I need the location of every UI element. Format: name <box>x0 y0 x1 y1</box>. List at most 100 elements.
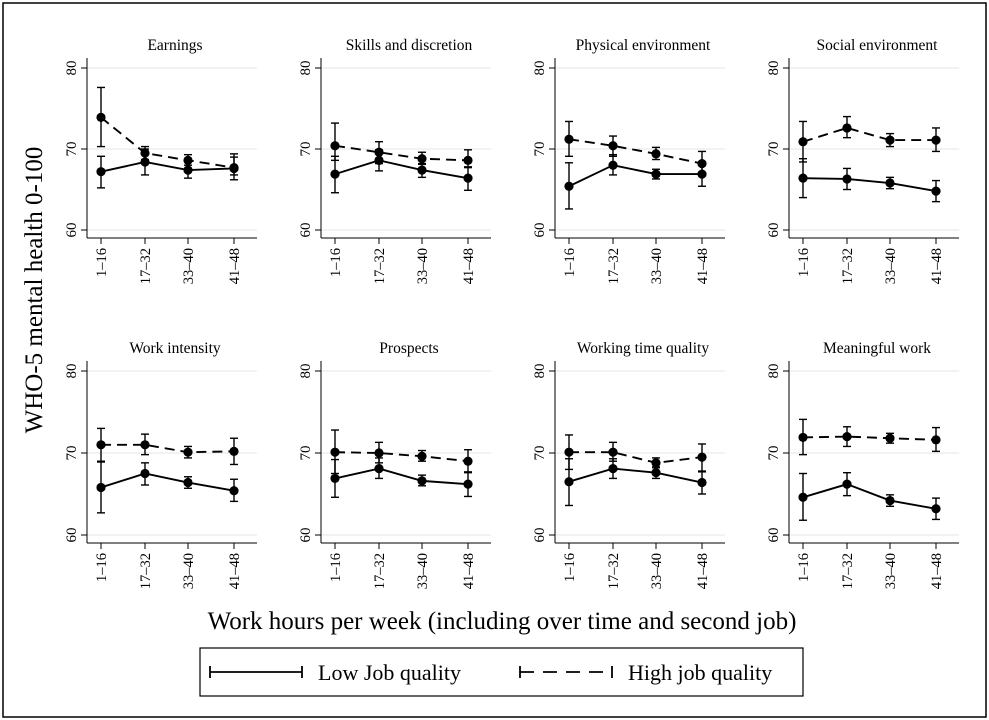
y-tick-label-70: 70 <box>766 142 782 157</box>
data-point <box>96 167 106 177</box>
legend-key-low <box>209 666 303 678</box>
series-low-job-quality <box>798 158 941 203</box>
data-point <box>140 440 150 450</box>
x-tick-label-33-40: 33–40 <box>181 248 197 284</box>
data-point <box>374 147 384 157</box>
x-tick-label-17-32: 17–32 <box>840 553 856 589</box>
x-tick-label-1-16: 1–16 <box>328 248 344 277</box>
data-point <box>330 473 340 484</box>
x-tick-label-17-32: 17–32 <box>606 248 622 284</box>
data-point <box>183 165 193 175</box>
panel-title-prospects: Prospects <box>379 340 438 357</box>
data-point <box>798 137 808 147</box>
x-tick-label-1-16: 1–16 <box>328 553 344 582</box>
series-line <box>334 451 469 463</box>
series-high-job-quality <box>330 429 473 475</box>
data-point <box>140 468 150 479</box>
series-line <box>802 126 936 143</box>
y-tick-label-60: 60 <box>64 223 80 238</box>
data-point <box>96 440 106 450</box>
data-point <box>842 432 852 442</box>
data-point <box>931 435 941 445</box>
x-tick-label-33-40: 33–40 <box>415 553 431 589</box>
x-tick-label-33-40: 33–40 <box>883 248 899 284</box>
series-line <box>569 451 703 464</box>
panel-prospects: Prospects 60 70 80 1–16 17–32 33–40 41–48 <box>298 340 491 589</box>
x-tick-label-17-32: 17–32 <box>138 553 154 589</box>
x-tick-label-33-40: 33–40 <box>415 248 431 284</box>
y-tick-label-80: 80 <box>64 364 80 379</box>
data-point <box>885 135 895 145</box>
data-point <box>697 477 707 488</box>
series-line <box>334 467 469 486</box>
series-high-job-quality <box>330 122 473 169</box>
data-point <box>183 477 193 488</box>
x-tick-label-1-16: 1–16 <box>796 553 812 582</box>
series-low-job-quality <box>96 461 239 514</box>
data-point <box>931 186 941 196</box>
data-point <box>564 134 574 144</box>
data-point <box>608 160 618 170</box>
x-tick-label-17-32: 17–32 <box>606 553 622 589</box>
data-point <box>417 476 427 486</box>
series-high-job-quality <box>96 86 239 176</box>
panel-title-physical-environment: Physical environment <box>576 37 711 54</box>
series-low-job-quality <box>564 153 707 210</box>
x-tick-label-1-16: 1–16 <box>94 248 110 277</box>
series-line <box>568 138 703 165</box>
data-point <box>798 432 808 443</box>
series-line <box>568 164 702 188</box>
x-tick-label-41-48: 41–48 <box>695 553 711 589</box>
y-tick-label-60: 60 <box>766 223 782 238</box>
data-point <box>183 155 193 165</box>
data-point <box>229 163 239 173</box>
y-tick-label-70: 70 <box>532 142 548 157</box>
panel-title-work-intensity: Work intensity <box>129 340 221 357</box>
y-tick-label-70: 70 <box>64 446 80 461</box>
y-tick-label-70: 70 <box>532 446 548 461</box>
legend-key-high <box>519 666 613 678</box>
x-tick-label-41-48: 41–48 <box>695 248 711 284</box>
data-point <box>96 482 106 493</box>
panel-work-intensity: Work intensity 60 70 80 1–16 17–32 33–40 41–48 <box>64 340 257 589</box>
panel-title-social-environment: Social environment <box>817 37 939 54</box>
panel-meaningful-work: Meaningful work 60 70 80 1–16 17–32 33–40 41–48 <box>766 340 959 589</box>
series-high-job-quality <box>564 120 707 174</box>
legend: Low Job quality High job quality <box>199 647 804 697</box>
legend-label-high: High job quality <box>628 660 772 685</box>
y-tick-label-80: 80 <box>766 364 782 379</box>
data-point <box>564 477 574 487</box>
data-point <box>463 155 473 165</box>
y-axis-label: WHO-5 mental health 0-100 <box>21 147 48 434</box>
x-tick-label-1-16: 1–16 <box>562 553 578 582</box>
data-point <box>564 181 574 191</box>
data-point <box>374 448 384 458</box>
data-point <box>417 451 427 461</box>
series-high-job-quality <box>798 418 941 456</box>
x-tick-label-41-48: 41–48 <box>227 553 243 589</box>
data-point <box>417 154 427 164</box>
data-point <box>463 173 473 183</box>
data-point <box>229 486 239 496</box>
data-point <box>608 463 618 474</box>
y-tick-label-80: 80 <box>532 364 548 379</box>
data-point <box>651 169 661 179</box>
series-line <box>802 435 937 441</box>
data-point <box>798 173 808 183</box>
data-point <box>229 446 239 456</box>
x-tick-label-41-48: 41–48 <box>461 248 477 284</box>
series-line <box>568 467 703 484</box>
legend-box <box>199 647 804 697</box>
panel-earnings: Earnings 60 70 80 1–16 17–32 33–40 41–48 <box>64 37 257 284</box>
data-point <box>564 447 574 457</box>
y-tick-label-80: 80 <box>64 61 80 76</box>
x-tick-label-33-40: 33–40 <box>649 553 665 589</box>
data-point <box>885 178 895 188</box>
data-point <box>330 447 340 457</box>
y-tick-label-70: 70 <box>64 142 80 157</box>
data-point <box>651 458 661 468</box>
data-point <box>885 433 895 443</box>
x-tick-label-41-48: 41–48 <box>929 553 945 589</box>
series-high-job-quality <box>798 115 941 163</box>
